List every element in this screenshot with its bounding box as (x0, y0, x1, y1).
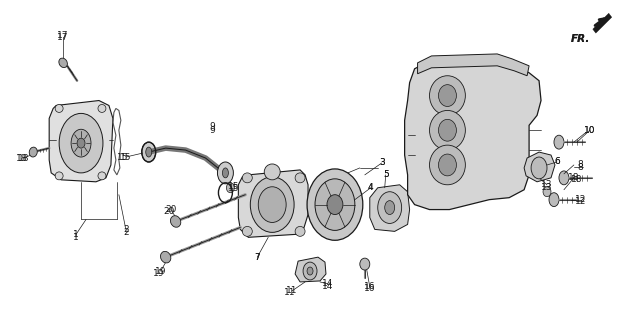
Text: 6: 6 (554, 157, 560, 166)
Ellipse shape (250, 177, 294, 232)
Ellipse shape (217, 162, 233, 184)
Polygon shape (295, 257, 326, 282)
Text: 10: 10 (584, 126, 596, 135)
Ellipse shape (242, 227, 252, 236)
Text: 7: 7 (254, 253, 260, 262)
Text: 2: 2 (123, 228, 128, 237)
Ellipse shape (258, 187, 286, 222)
Text: 6: 6 (554, 157, 560, 166)
Ellipse shape (98, 172, 106, 180)
Text: 8: 8 (577, 164, 583, 172)
Ellipse shape (307, 267, 313, 275)
Ellipse shape (171, 216, 181, 227)
Ellipse shape (265, 164, 280, 180)
Polygon shape (370, 185, 410, 231)
Text: 18: 18 (17, 154, 29, 163)
Text: 17: 17 (58, 31, 69, 40)
Ellipse shape (315, 179, 355, 230)
Text: 17: 17 (58, 33, 69, 42)
Ellipse shape (327, 195, 343, 214)
Ellipse shape (554, 135, 564, 149)
Ellipse shape (438, 119, 456, 141)
Ellipse shape (146, 147, 151, 157)
Polygon shape (404, 59, 541, 210)
Text: 12: 12 (575, 197, 587, 206)
Text: 1: 1 (73, 233, 79, 242)
Text: 15: 15 (227, 182, 239, 191)
Text: 4: 4 (368, 183, 374, 192)
Ellipse shape (295, 227, 305, 236)
Ellipse shape (71, 129, 91, 157)
Text: 20: 20 (163, 207, 174, 216)
Ellipse shape (438, 85, 456, 107)
Text: FR.: FR. (571, 34, 590, 44)
Text: 18: 18 (568, 173, 580, 182)
Ellipse shape (29, 147, 37, 157)
Ellipse shape (543, 187, 551, 197)
Ellipse shape (303, 262, 317, 280)
Polygon shape (524, 152, 555, 182)
Polygon shape (49, 100, 113, 182)
Text: 14: 14 (322, 279, 334, 288)
Ellipse shape (559, 171, 569, 185)
Ellipse shape (242, 173, 252, 183)
Ellipse shape (59, 113, 103, 173)
Text: 5: 5 (383, 170, 389, 180)
Ellipse shape (429, 145, 465, 185)
Ellipse shape (98, 105, 106, 112)
Text: 3: 3 (379, 158, 385, 167)
Text: 4: 4 (368, 183, 374, 192)
Ellipse shape (429, 110, 465, 150)
Ellipse shape (160, 252, 171, 263)
Text: 9: 9 (210, 126, 215, 135)
Ellipse shape (55, 105, 63, 112)
Text: 19: 19 (153, 268, 164, 277)
Text: 15: 15 (117, 153, 128, 162)
Ellipse shape (59, 58, 67, 68)
Text: 3: 3 (379, 158, 385, 167)
Ellipse shape (307, 169, 363, 240)
Text: 19: 19 (155, 267, 166, 276)
Ellipse shape (429, 76, 465, 116)
Text: 18: 18 (571, 175, 583, 184)
Text: 14: 14 (322, 282, 334, 292)
Ellipse shape (295, 173, 305, 183)
Text: 10: 10 (584, 126, 596, 135)
Ellipse shape (438, 154, 456, 176)
Ellipse shape (222, 168, 228, 178)
Text: 9: 9 (210, 122, 215, 131)
Ellipse shape (226, 183, 235, 193)
Text: 13: 13 (541, 180, 553, 189)
Text: 13: 13 (541, 183, 553, 192)
Text: 7: 7 (254, 253, 260, 262)
Text: 5: 5 (383, 170, 389, 180)
Polygon shape (593, 13, 612, 33)
Text: 11: 11 (286, 286, 298, 295)
Text: 8: 8 (577, 160, 583, 170)
Text: 12: 12 (575, 195, 587, 204)
Polygon shape (417, 54, 529, 76)
Text: 20: 20 (165, 205, 176, 214)
Text: 15: 15 (120, 153, 132, 162)
Text: 11: 11 (284, 288, 296, 297)
Text: 2: 2 (123, 225, 128, 234)
Ellipse shape (77, 138, 85, 148)
Text: 16: 16 (364, 284, 376, 293)
Ellipse shape (55, 172, 63, 180)
Text: 15: 15 (227, 184, 239, 193)
Ellipse shape (378, 192, 402, 223)
Polygon shape (238, 170, 308, 237)
Text: 18: 18 (15, 154, 27, 163)
Text: 16: 16 (364, 282, 376, 292)
Text: FR.: FR. (571, 34, 590, 44)
Text: 1: 1 (73, 230, 79, 239)
Ellipse shape (142, 142, 156, 162)
Ellipse shape (360, 258, 370, 270)
Ellipse shape (549, 193, 559, 207)
Ellipse shape (531, 157, 547, 179)
Ellipse shape (385, 201, 395, 214)
